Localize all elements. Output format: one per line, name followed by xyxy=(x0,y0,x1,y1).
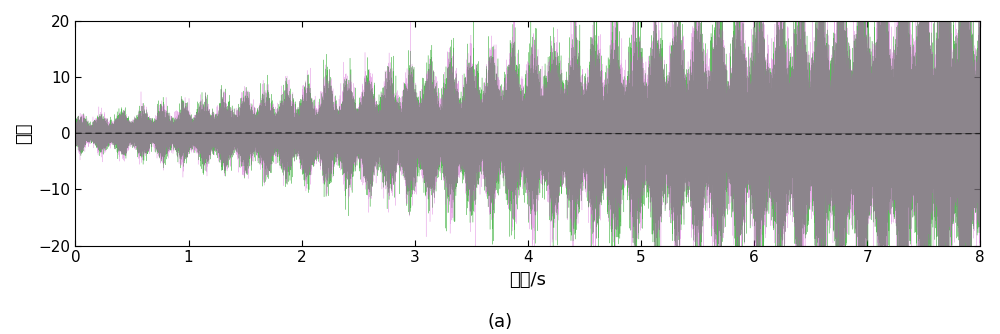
X-axis label: 时间/s: 时间/s xyxy=(509,271,546,289)
Text: (a): (a) xyxy=(487,313,513,331)
Y-axis label: 幅值: 幅值 xyxy=(15,123,33,144)
